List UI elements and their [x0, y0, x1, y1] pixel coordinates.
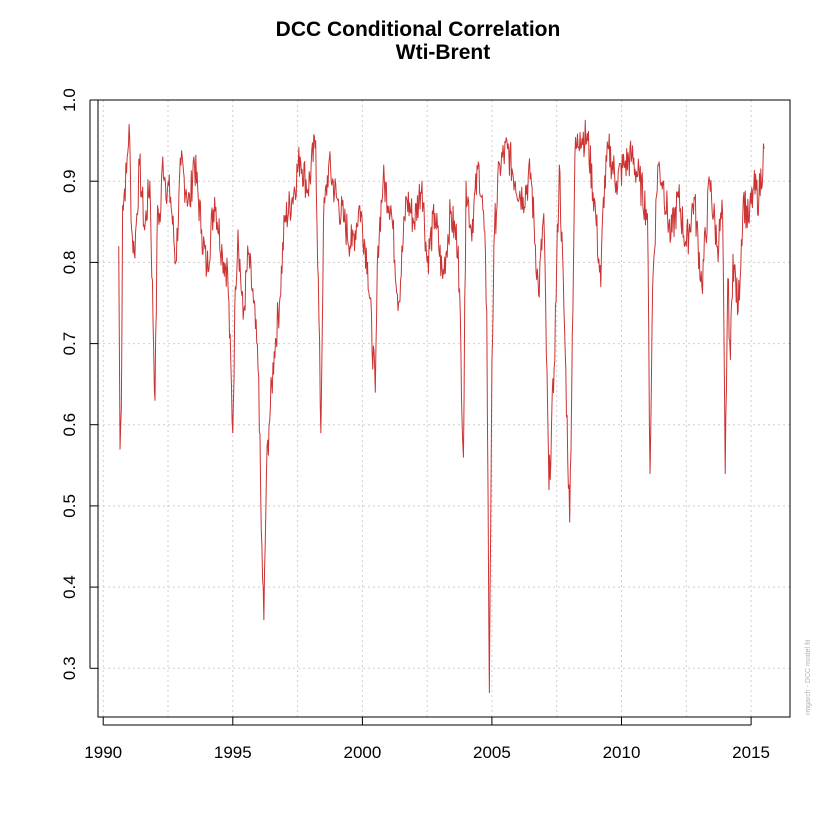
series-group	[118, 119, 765, 694]
series-line	[118, 119, 765, 694]
y-tick-label: 0.8	[60, 251, 79, 275]
x-tick-label: 1995	[214, 743, 252, 762]
grid-lines	[98, 99, 790, 717]
x-axis: 1990 1995 2000 2005 2010 2015	[84, 717, 770, 762]
x-tick-label: 2000	[343, 743, 381, 762]
chart-title: DCC Conditional Correlation	[276, 18, 561, 41]
x-tick-label: 2005	[473, 743, 511, 762]
y-axis: 0.3 0.4 0.5 0.6 0.7 0.8 0.9 1.0	[60, 88, 98, 680]
y-tick-label: 0.4	[60, 575, 79, 599]
x-tick-label: 2015	[732, 743, 770, 762]
x-tick-label: 2010	[603, 743, 641, 762]
y-tick-label: 1.0	[60, 88, 79, 112]
chart-subtitle: Wti-Brent	[396, 41, 490, 64]
y-tick-label: 0.7	[60, 332, 79, 356]
watermark-text: rmgarch - DCC model fit	[805, 639, 812, 715]
y-tick-label: 0.5	[60, 494, 79, 518]
y-tick-label: 0.3	[60, 656, 79, 680]
x-tick-label: 1990	[84, 743, 122, 762]
y-tick-label: 0.9	[60, 169, 79, 193]
plot-frame	[97, 99, 791, 718]
y-tick-label: 0.6	[60, 413, 79, 437]
